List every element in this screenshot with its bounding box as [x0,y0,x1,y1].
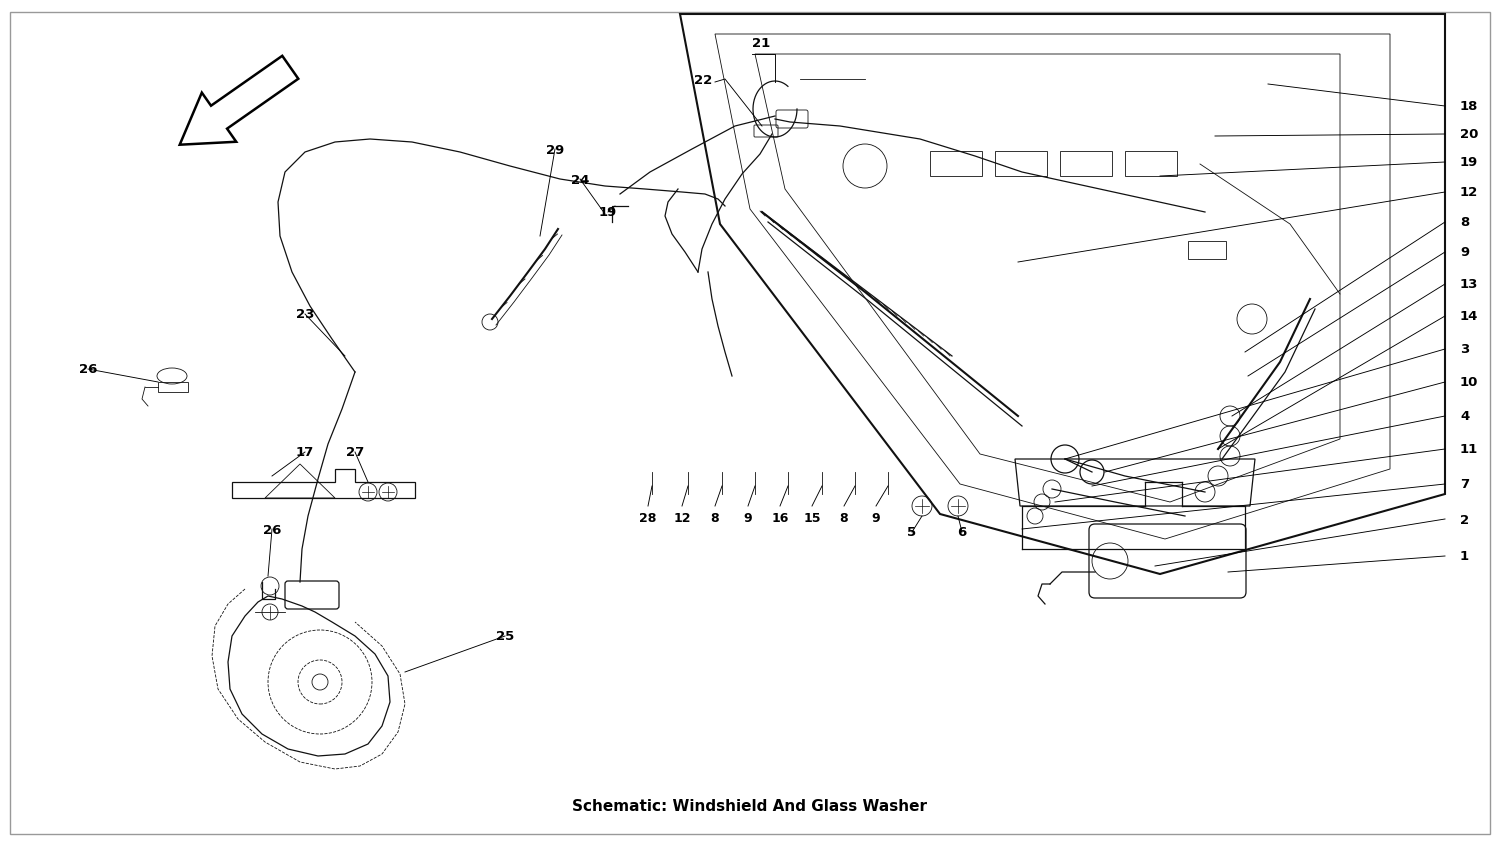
Bar [994,152,1047,176]
Text: 8: 8 [711,511,720,524]
Bar [1060,152,1112,176]
Text: 8: 8 [1460,216,1470,230]
Text: 9: 9 [1460,246,1468,259]
Text: 26: 26 [262,523,280,536]
Bar [930,152,982,176]
Text: 12: 12 [674,511,690,524]
Polygon shape [180,57,298,145]
Text: 6: 6 [957,526,966,538]
Text: 21: 21 [752,37,771,50]
Bar [1188,241,1225,260]
Text: 24: 24 [572,173,590,187]
Text: 2: 2 [1460,513,1468,526]
Text: 29: 29 [546,143,564,156]
Text: 25: 25 [496,630,514,643]
Text: 26: 26 [80,363,98,376]
Text: 27: 27 [346,446,364,459]
Text: 9: 9 [744,511,753,524]
Text: 23: 23 [296,308,314,321]
Text: 17: 17 [296,446,314,459]
Text: 1: 1 [1460,549,1468,563]
Text: 13: 13 [1460,279,1479,291]
Text: 12: 12 [1460,187,1479,199]
Text: 8: 8 [840,511,849,524]
Text: 19: 19 [598,206,616,219]
Text: 3: 3 [1460,344,1470,356]
Text: 5: 5 [908,526,916,538]
Text: 18: 18 [1460,100,1479,113]
Text: 20: 20 [1460,128,1479,141]
Text: 15: 15 [802,511,820,524]
Text: 19: 19 [1460,156,1479,170]
Text: 9: 9 [871,511,880,524]
Text: Schematic: Windshield And Glass Washer: Schematic: Windshield And Glass Washer [573,798,927,814]
Text: 4: 4 [1460,410,1470,423]
Text: 7: 7 [1460,478,1468,491]
Text: 14: 14 [1460,310,1479,323]
Bar [1125,152,1178,176]
Text: 11: 11 [1460,443,1479,456]
Text: 16: 16 [771,511,789,524]
Text: 10: 10 [1460,376,1479,389]
Text: 28: 28 [639,511,657,524]
Text: 22: 22 [693,73,712,86]
